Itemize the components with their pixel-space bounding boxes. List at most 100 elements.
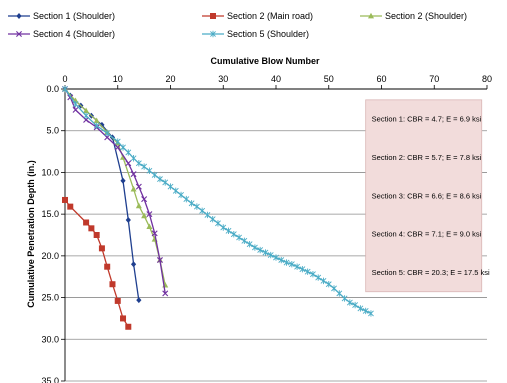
x-tick-label: 50: [324, 74, 334, 84]
data-point: [283, 259, 290, 266]
data-point: [310, 271, 316, 278]
y-tick-label: 10.0: [41, 167, 59, 177]
series-line: [64, 88, 166, 294]
data-point: [104, 263, 111, 270]
data-point: [98, 245, 105, 252]
series-4: [62, 86, 169, 297]
data-point: [246, 240, 253, 248]
x-tick-label: 40: [271, 74, 281, 84]
data-point: [215, 220, 221, 227]
legend-label: Section 2 (Shoulder): [385, 11, 467, 21]
y-tick-label: 35.0: [41, 376, 59, 383]
data-point: [72, 106, 79, 113]
data-point: [93, 117, 100, 124]
data-point: [120, 315, 127, 322]
annotation-line: Section 1: CBR = 4.7; E = 6.9 ksi: [372, 115, 482, 124]
data-point: [83, 107, 90, 114]
data-point: [220, 224, 227, 231]
data-point: [62, 196, 68, 203]
cbr-annotation-box: Section 1: CBR = 4.7; E = 6.9 ksi Section…: [365, 99, 490, 293]
data-point: [120, 177, 126, 184]
y-tick-label: 5.0: [46, 126, 59, 136]
data-point: [241, 237, 248, 245]
data-point: [125, 160, 132, 167]
legend: Section 1 (Shoulder) Section 2 (Main road…: [8, 11, 467, 39]
series-line: [64, 88, 140, 301]
data-point: [83, 112, 90, 119]
y-tick-label: 30.0: [41, 334, 59, 344]
data-point: [135, 160, 142, 167]
data-point: [130, 171, 137, 178]
annotation-background: [365, 99, 483, 293]
series-1: [62, 86, 142, 304]
data-point: [167, 183, 174, 190]
data-point: [368, 310, 374, 317]
data-point: [104, 130, 111, 137]
data-point: [120, 144, 126, 151]
data-point: [230, 230, 237, 238]
data-point: [141, 212, 148, 219]
legend-item: Section 1 (Shoulder): [8, 11, 115, 21]
x-axis-title: Cumulative Blow Number: [210, 56, 320, 66]
data-point: [193, 203, 200, 210]
data-point: [156, 257, 163, 264]
y-axis-title: Cumulative Penetration Depth (in.): [26, 160, 36, 308]
data-point: [157, 175, 163, 183]
data-point: [352, 301, 359, 309]
x-tick-label: 10: [113, 74, 123, 84]
data-point: [341, 295, 348, 302]
data-point: [125, 216, 131, 223]
annotation-line: Section 5: CBR = 20.3; E = 17.5 ksi: [372, 268, 490, 277]
data-point: [114, 297, 121, 304]
data-point: [130, 155, 137, 162]
annotation-line: Section 3: CBR = 6.6; E = 8.6 ksi: [372, 191, 482, 200]
data-point: [130, 261, 137, 268]
data-point: [93, 122, 100, 129]
x-tick-label: 30: [218, 74, 228, 84]
data-point: [225, 227, 232, 235]
legend-marker: [210, 13, 216, 19]
data-point: [146, 167, 153, 174]
data-point: [141, 163, 148, 170]
series-5: [62, 85, 374, 317]
legend-label: Section 2 (Main road): [227, 11, 313, 21]
data-point: [136, 297, 142, 304]
data-point: [130, 185, 137, 192]
series-group: [62, 85, 374, 330]
data-point: [125, 149, 132, 156]
data-point: [288, 261, 295, 268]
data-point: [183, 195, 190, 203]
data-point: [114, 144, 121, 151]
data-point: [151, 171, 158, 179]
data-point: [209, 215, 216, 223]
data-point: [320, 277, 327, 285]
annotation-line: Section 4: CBR = 7.1; E = 9.0 ksi: [372, 230, 482, 239]
y-tick-label: 25.0: [41, 293, 59, 303]
annotation-line: Section 2: CBR = 5.7; E = 7.8 ksi: [372, 153, 482, 162]
data-point: [325, 281, 332, 288]
data-point: [67, 203, 74, 210]
data-point: [273, 254, 279, 261]
data-point: [83, 219, 90, 226]
x-tick-label: 0: [62, 74, 67, 84]
legend-marker: [16, 13, 22, 19]
legend-marker: [368, 12, 374, 19]
data-point: [357, 305, 364, 312]
data-point: [125, 323, 132, 330]
data-point: [88, 225, 95, 232]
series-line: [64, 199, 129, 328]
data-point: [267, 251, 274, 259]
data-point: [162, 290, 169, 297]
data-point: [278, 256, 285, 264]
data-point: [178, 191, 184, 199]
legend-label: Section 1 (Shoulder): [33, 11, 115, 21]
data-point: [262, 249, 269, 256]
data-point: [304, 268, 311, 275]
data-point: [114, 138, 121, 145]
data-point: [141, 196, 148, 203]
data-point: [294, 263, 301, 270]
data-point: [162, 179, 169, 186]
data-point: [135, 183, 142, 190]
legend-item: Section 4 (Shoulder): [8, 29, 115, 39]
data-point: [104, 134, 111, 141]
